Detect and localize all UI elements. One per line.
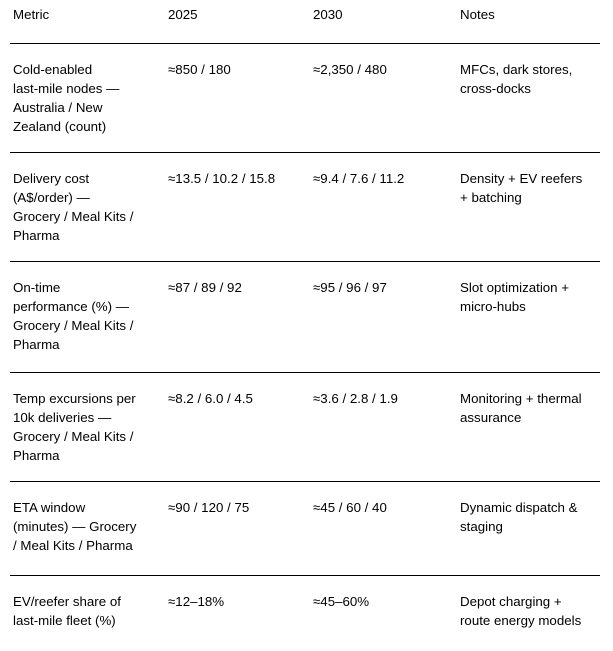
- cell-2025-value: ≈90 / 120 / 75: [165, 481, 310, 576]
- cell-notes: Monitoring + thermal assurance: [457, 372, 600, 482]
- cell-metric: Delivery cost (A$/order) — Grocery / Mea…: [10, 152, 165, 262]
- cell-2030-value: ≈3.6 / 2.8 / 1.9: [310, 372, 457, 482]
- column-header-notes: Notes: [457, 0, 600, 44]
- table-row: Delivery cost (A$/order) — Grocery / Mea…: [10, 152, 600, 262]
- cell-metric: Temp excursions per 10k deliveries — Gro…: [10, 372, 165, 482]
- table-row: Temp excursions per 10k deliveries — Gro…: [10, 372, 600, 482]
- cell-2030-value: ≈45 / 60 / 40: [310, 481, 457, 576]
- column-header-2025: 2025: [165, 0, 310, 44]
- metrics-table: Metric 2025 2030 Notes Cold-enabled last…: [10, 0, 600, 651]
- cell-2030-value: ≈9.4 / 7.6 / 11.2: [310, 152, 457, 262]
- cell-metric: On-time performance (%) — Grocery / Meal…: [10, 261, 165, 373]
- cell-2025-value: ≈13.5 / 10.2 / 15.8: [165, 152, 310, 262]
- table-row: EV/reefer share of last-mile fleet (%) ≈…: [10, 575, 600, 651]
- cell-2030-value: ≈95 / 96 / 97: [310, 261, 457, 373]
- cell-notes: MFCs, dark stores, cross-docks: [457, 43, 600, 153]
- cell-2025-value: ≈87 / 89 / 92: [165, 261, 310, 373]
- table-row: Cold-enabled last-mile nodes — Australia…: [10, 43, 600, 153]
- cell-2030-value: ≈2,350 / 480: [310, 43, 457, 153]
- column-header-metric: Metric: [10, 0, 165, 44]
- cell-metric: ETA window (minutes) — Grocery / Meal Ki…: [10, 481, 165, 576]
- cell-2025-value: ≈12–18%: [168, 593, 225, 609]
- cell-notes: Depot charging + route energy models: [460, 593, 582, 628]
- cell-notes: Dynamic dispatch & staging: [457, 481, 600, 576]
- header-row: Metric 2025 2030 Notes: [10, 0, 600, 44]
- column-header-2030: 2030: [310, 0, 457, 44]
- cell-2030-value: ≈45–60%: [313, 593, 370, 609]
- cell-metric: Cold-enabled last-mile nodes — Australia…: [10, 43, 165, 153]
- cell-metric: EV/reefer share of last-mile fleet (%): [13, 593, 121, 628]
- table-row: On-time performance (%) — Grocery / Meal…: [10, 261, 600, 373]
- cell-2025-value: ≈850 / 180: [165, 43, 310, 153]
- table-row: ETA window (minutes) — Grocery / Meal Ki…: [10, 481, 600, 576]
- cell-2025-value: ≈8.2 / 6.0 / 4.5: [165, 372, 310, 482]
- cell-notes: Density + EV reefers + batching: [457, 152, 600, 262]
- cell-notes: Slot optimization + micro-hubs: [457, 261, 600, 373]
